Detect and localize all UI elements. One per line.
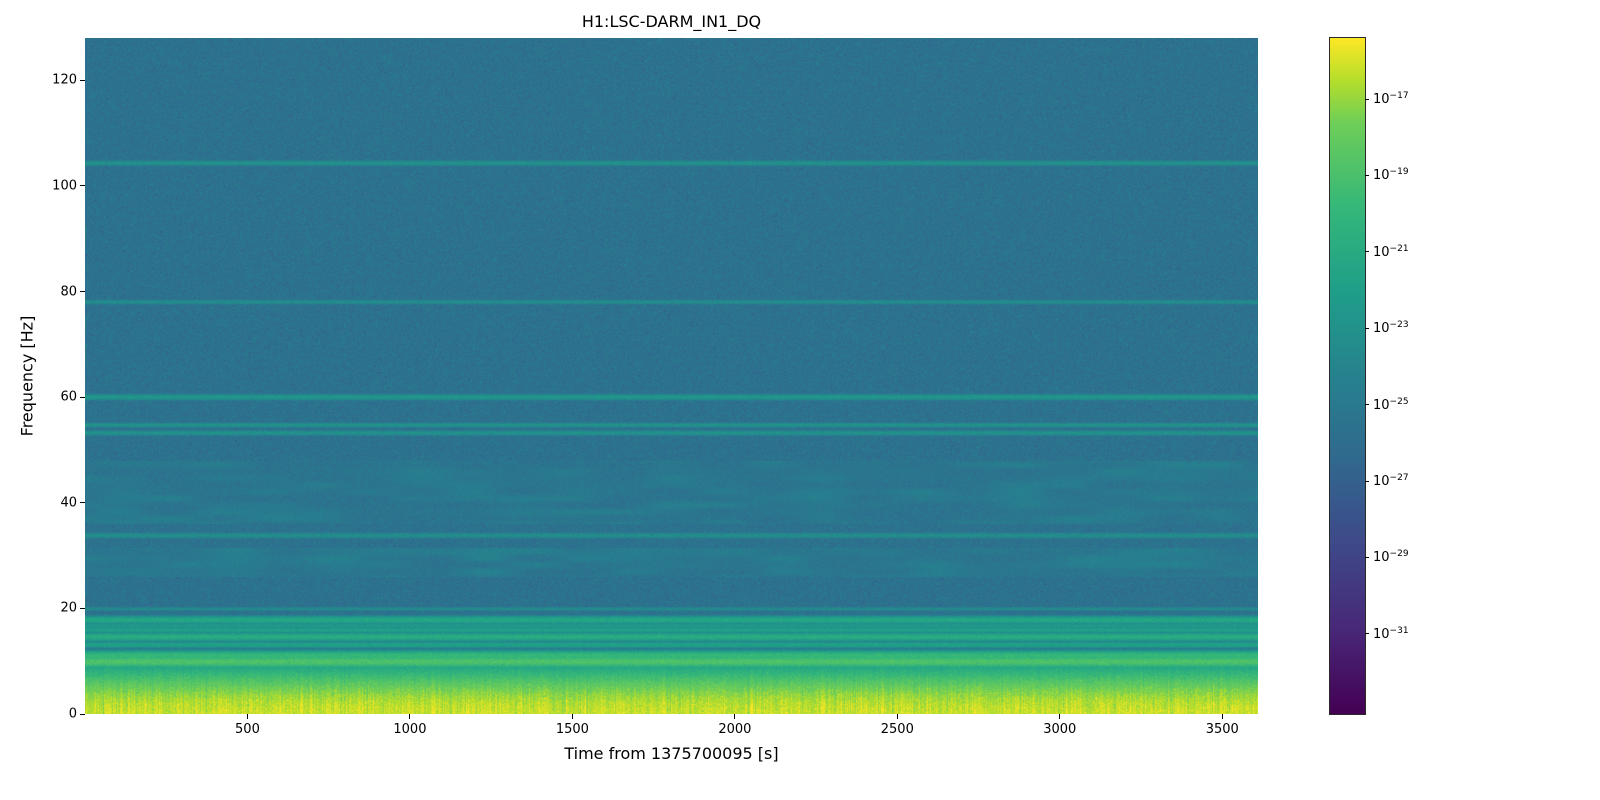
y-tick-label: 80: [60, 284, 77, 299]
colorbar-tick-label: 10−23: [1373, 320, 1409, 337]
x-tick-label: 3000: [1043, 722, 1077, 737]
y-tick-mark: [80, 713, 85, 715]
x-tick-label: 2500: [880, 722, 914, 737]
x-tick-label: 2000: [718, 722, 752, 737]
y-tick-label: 120: [52, 72, 77, 88]
colorbar-tick-label: 10−25: [1373, 396, 1409, 413]
colorbar-tick-mark: [1365, 327, 1369, 329]
colorbar-canvas: [1329, 37, 1366, 715]
y-axis-label: Frequency [Hz]: [17, 315, 37, 437]
colorbar-tick-mark: [1365, 174, 1369, 176]
y-tick-mark: [80, 607, 85, 609]
x-tick-label: 3500: [1205, 722, 1239, 737]
x-axis-label: Time from 1375700095 [s]: [564, 744, 779, 763]
colorbar-tick-mark: [1365, 98, 1369, 100]
chart-title: H1:LSC-DARM_IN1_DQ: [581, 12, 762, 31]
y-tick-label: 0: [68, 706, 77, 722]
spectrogram-canvas: [85, 38, 1258, 714]
x-tick-mark: [1221, 714, 1223, 719]
x-tick-label: 500: [235, 722, 260, 737]
y-tick-mark: [80, 185, 85, 187]
x-tick-mark: [734, 714, 736, 719]
x-tick-mark: [571, 714, 573, 719]
y-tick-mark: [80, 396, 85, 398]
colorbar-tick-label: 10−29: [1373, 549, 1409, 566]
x-tick-mark: [246, 714, 248, 719]
y-tick-mark: [80, 291, 85, 292]
x-tick-mark: [409, 714, 411, 719]
colorbar-tick-mark: [1365, 251, 1369, 253]
x-tick-label: 1500: [555, 722, 589, 737]
colorbar-tick-mark: [1365, 633, 1369, 635]
colorbar-tick-label: 10−21: [1373, 243, 1409, 261]
colorbar-tick-label: 10−19: [1373, 167, 1409, 184]
y-tick-label: 20: [60, 600, 77, 616]
colorbar-tick-label: 10−27: [1373, 472, 1409, 490]
y-tick-mark: [80, 502, 85, 504]
y-tick-mark: [80, 79, 85, 81]
y-tick-label: 40: [60, 495, 77, 511]
x-tick-label: 1000: [393, 722, 427, 737]
y-tick-label: 100: [52, 178, 77, 194]
colorbar-tick-label: 10−31: [1373, 625, 1409, 642]
colorbar-tick-mark: [1365, 480, 1369, 482]
y-tick-label: 60: [60, 389, 77, 405]
colorbar-tick-mark: [1365, 404, 1369, 406]
x-tick-mark: [896, 714, 898, 719]
colorbar-tick-mark: [1365, 556, 1369, 558]
colorbar-tick-label: 10−17: [1373, 90, 1409, 108]
x-tick-mark: [1059, 714, 1061, 719]
